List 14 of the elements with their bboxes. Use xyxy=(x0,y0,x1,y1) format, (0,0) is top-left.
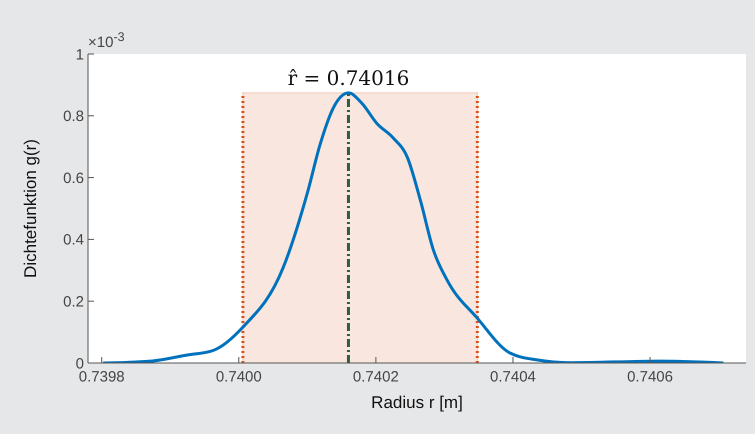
x-tick-label: 0.7400 xyxy=(216,368,262,386)
line-series xyxy=(102,91,725,363)
y-tick-label: 0.2 xyxy=(63,294,84,311)
text: ×10$^{-3}$ xyxy=(88,30,125,51)
x-tick-label: 0.7402 xyxy=(352,368,399,386)
x-tick-label: 0.7406 xyxy=(627,368,673,386)
ref-line-label: r̂ = 0.74016 xyxy=(288,66,410,90)
x-axis-title: Radius r [m] xyxy=(371,393,463,412)
y-tick-label: 0.4 xyxy=(63,232,84,249)
y-tick-label: 1 xyxy=(76,46,84,64)
y-tick-label: 0.8 xyxy=(63,108,84,126)
y-tick-label: 0.6 xyxy=(63,170,84,187)
y-axis-title: Dichtefunktion g(r) xyxy=(21,139,40,278)
x-tick-label: 0.7404 xyxy=(490,368,536,386)
